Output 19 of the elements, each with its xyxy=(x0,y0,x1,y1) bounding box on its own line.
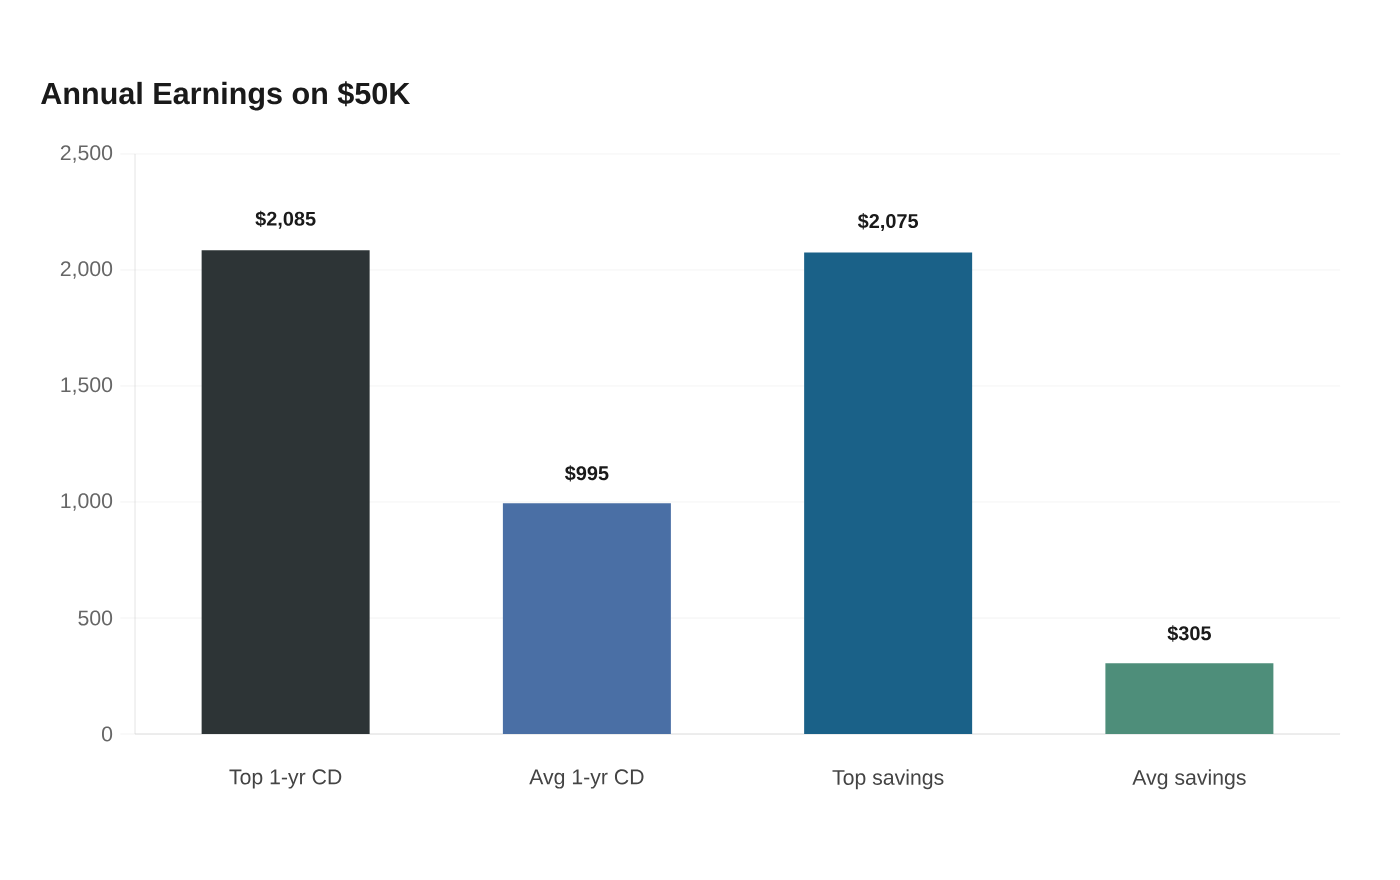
bar xyxy=(502,503,671,734)
y-tick-label: 2,000 xyxy=(60,261,113,279)
data-label: $995 xyxy=(564,465,609,482)
data-label: $305 xyxy=(1167,625,1211,642)
y-tick-label: 2,500 xyxy=(60,145,113,163)
chart-title: Annual Earnings on $50K xyxy=(41,81,411,111)
y-tick-label: 1,000 xyxy=(61,493,113,511)
bar xyxy=(201,250,370,734)
x-tick-label: Avg 1-yr CD xyxy=(529,769,644,789)
y-tick-label: 500 xyxy=(78,610,113,626)
y-tick-label: 1,500 xyxy=(61,377,113,395)
bar xyxy=(804,252,973,734)
data-label: $2,075 xyxy=(857,213,919,231)
y-tick-label: 0 xyxy=(101,726,113,742)
x-tick-label: Top 1-yr CD xyxy=(229,769,342,789)
bar xyxy=(1105,663,1274,734)
x-tick-label: Top savings xyxy=(832,769,944,790)
data-label: $2,085 xyxy=(255,210,316,229)
x-tick-label: Avg savings xyxy=(1132,769,1246,790)
